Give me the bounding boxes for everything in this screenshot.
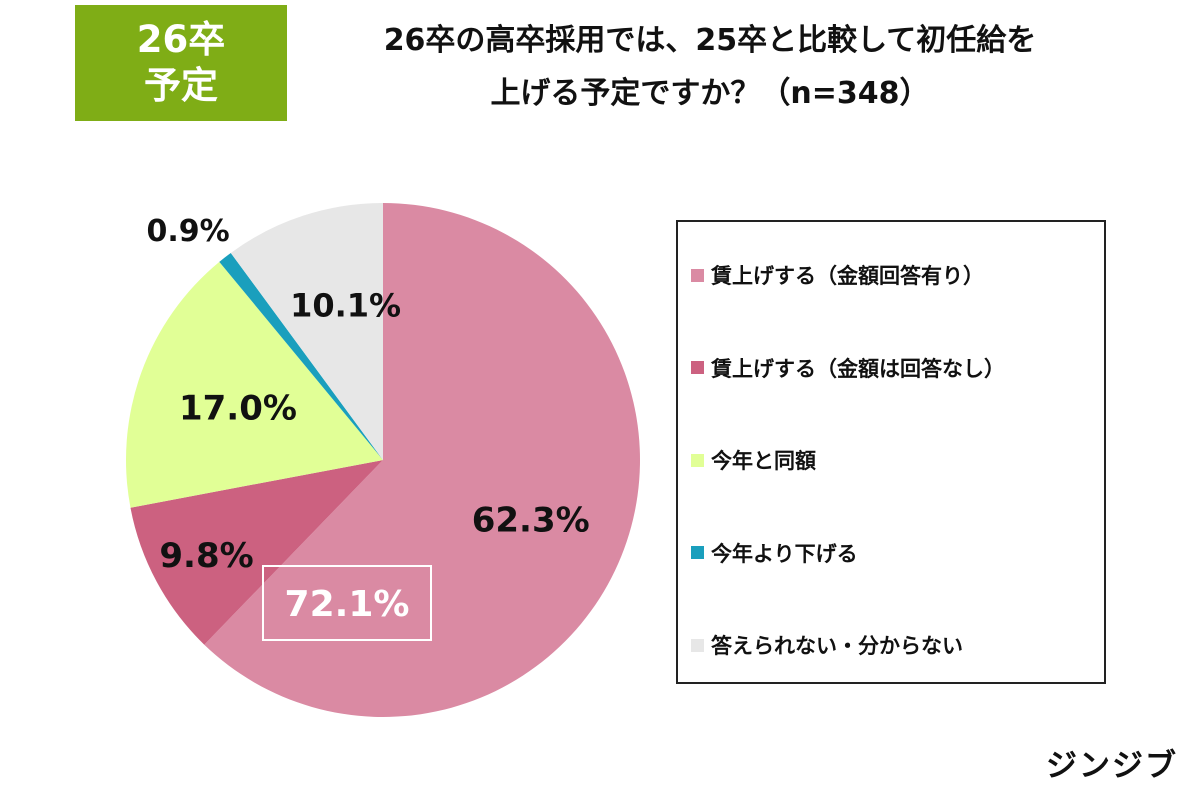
badge: 26卒 予定	[75, 5, 287, 121]
legend-item: 今年より下げる	[691, 530, 1104, 576]
pie-labels: 62.3% 9.8% 17.0% 0.9% 10.1%	[146, 214, 589, 576]
slice-value-label: 62.3%	[472, 501, 590, 541]
slice-value-label: 9.8%	[159, 536, 253, 576]
legend-swatch-0	[691, 268, 704, 282]
badge-line-1: 26卒	[136, 18, 226, 61]
legend-label: 賃上げする（金額回答有り）	[711, 264, 984, 288]
annotation-box	[262, 565, 432, 641]
legend-item: 答えられない・分からない	[691, 622, 1104, 668]
legend-label: 今年と同額	[711, 449, 816, 473]
pie-slice	[125, 261, 383, 508]
slice-value-label: 0.9%	[146, 214, 229, 249]
pie-slices	[125, 203, 640, 717]
brand-logo: ジンジブ	[1046, 748, 1178, 784]
legend-item: 今年と同額	[691, 437, 1104, 483]
legend-label: 答えられない・分からない	[711, 634, 963, 658]
legend-swatch-4	[691, 638, 704, 652]
legend-label: 賃上げする（金額は回答なし）	[711, 356, 1005, 381]
chart-title: 26卒の高卒採用では、25卒と比較して初任給を 上げる予定ですか？（n=348）	[300, 14, 1120, 120]
legend-item: 賃上げする（金額回答有り）	[691, 252, 1104, 298]
annotation-group: 72.1%	[262, 565, 432, 641]
legend: 賃上げする（金額回答有り） 賃上げする（金額は回答なし） 今年と同額 今年より下…	[676, 220, 1106, 684]
chart-title-line-2: 上げる予定ですか？（n=348）	[490, 76, 930, 111]
legend-swatch-2	[691, 453, 704, 467]
chart-title-line-1: 26卒の高卒採用では、25卒と比較して初任給を	[383, 23, 1037, 58]
slice-value-label: 17.0%	[179, 388, 297, 428]
annotation-total-label: 72.1%	[285, 584, 410, 625]
pie-slice	[230, 203, 383, 460]
legend-item: 賃上げする（金額は回答なし）	[691, 345, 1104, 391]
legend-swatch-1	[691, 361, 704, 374]
pie-slice	[130, 460, 383, 645]
legend-label: 今年より下げる	[711, 541, 858, 566]
badge-line-2: 予定	[144, 64, 218, 107]
pie-slice	[204, 203, 640, 717]
pie-slice	[219, 252, 383, 460]
legend-swatch-3	[691, 546, 704, 559]
slice-value-label: 10.1%	[290, 286, 401, 324]
